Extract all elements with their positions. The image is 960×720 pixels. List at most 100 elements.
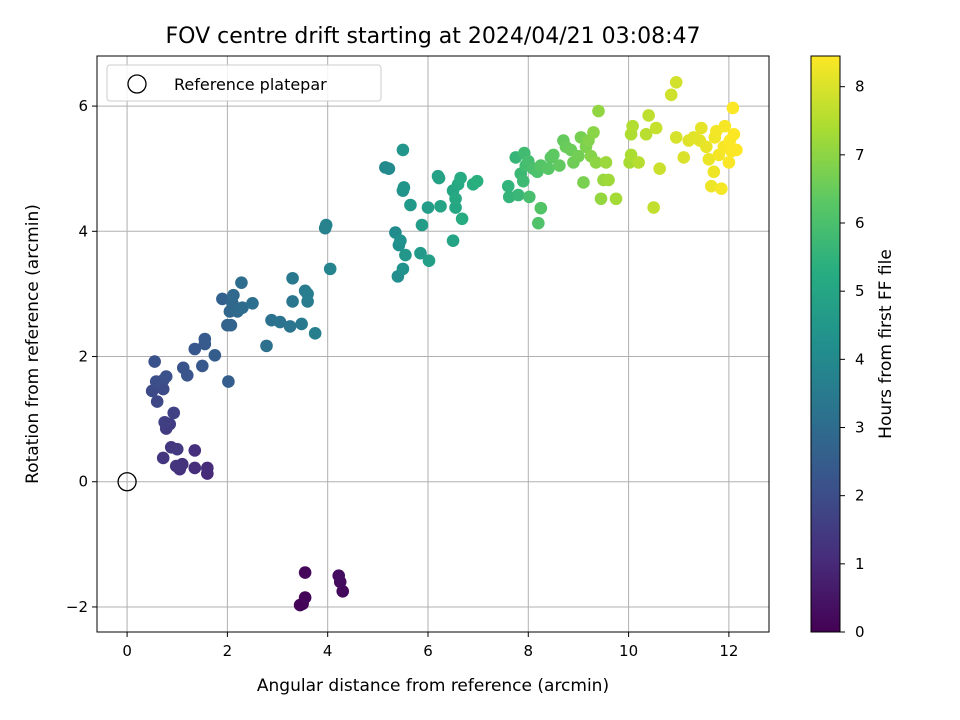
data-point xyxy=(534,201,548,215)
data-point xyxy=(626,119,639,133)
data-point xyxy=(145,384,159,398)
reference-platepar-marker xyxy=(117,472,137,492)
data-point xyxy=(295,317,308,331)
colorbar-tick-label: 7 xyxy=(855,146,865,164)
y-axis-ticks: −2 0 2 4 6 xyxy=(66,97,97,616)
data-point xyxy=(454,171,467,185)
colorbar-frame xyxy=(810,55,841,633)
data-point xyxy=(553,159,566,172)
data-point xyxy=(150,395,164,408)
data-point xyxy=(399,248,412,262)
legend-box xyxy=(106,64,382,102)
data-point xyxy=(707,165,721,179)
data-point xyxy=(198,332,212,346)
data-point xyxy=(572,149,585,163)
data-point xyxy=(677,151,691,164)
data-point xyxy=(308,327,322,340)
plot-frame xyxy=(96,55,770,633)
data-point xyxy=(449,192,462,206)
colorbar-tick-label: 5 xyxy=(855,282,865,300)
data-point xyxy=(396,262,410,276)
data-point xyxy=(188,342,202,356)
data-point xyxy=(639,127,653,141)
data-point xyxy=(301,287,314,301)
data-point xyxy=(700,140,713,154)
data-point xyxy=(382,162,396,175)
colorbar-ticks: 0 1 2 3 4 5 6 7 8 xyxy=(840,78,865,641)
data-point xyxy=(236,301,249,314)
plot-area: 0 2 4 6 8 10 12 −2 0 2 4 6 xyxy=(66,55,770,660)
data-point xyxy=(273,315,287,329)
data-point xyxy=(705,179,718,193)
data-point xyxy=(260,339,273,353)
data-point xyxy=(632,156,645,169)
data-point xyxy=(246,297,259,310)
data-point xyxy=(222,375,235,388)
x-tick-label: 0 xyxy=(122,642,132,660)
data-point xyxy=(547,148,560,162)
data-point xyxy=(694,121,708,135)
data-points xyxy=(145,75,743,612)
data-point xyxy=(470,174,484,188)
data-point xyxy=(501,179,515,193)
x-tick-label: 2 xyxy=(223,642,233,660)
data-point xyxy=(286,271,299,285)
data-point xyxy=(224,318,238,332)
data-point xyxy=(286,295,299,308)
colorbar-tick-label: 6 xyxy=(855,214,865,232)
data-point xyxy=(196,359,209,373)
data-point xyxy=(415,218,429,232)
data-point xyxy=(414,246,427,260)
colorbar-gradient xyxy=(811,56,840,632)
data-point xyxy=(201,461,214,475)
y-tick-label: 2 xyxy=(78,348,88,366)
x-tick-label: 12 xyxy=(719,642,738,660)
data-point xyxy=(602,173,615,187)
y-tick-label: −2 xyxy=(66,598,88,616)
data-point xyxy=(188,461,202,475)
data-point xyxy=(592,104,605,118)
data-point xyxy=(434,199,447,213)
data-point xyxy=(208,348,222,362)
data-point xyxy=(298,591,312,604)
chart-title: FOV centre drift starting at 2024/04/21 … xyxy=(166,24,701,49)
x-axis-label: Angular distance from reference (arcmin) xyxy=(257,676,609,696)
data-point xyxy=(404,198,417,212)
data-point xyxy=(323,262,337,276)
legend-marker-icon xyxy=(127,74,147,94)
data-point xyxy=(188,444,202,457)
data-point xyxy=(532,216,545,230)
data-point xyxy=(149,375,163,388)
data-point xyxy=(216,292,229,306)
x-axis-ticks: 0 2 4 6 8 10 12 xyxy=(122,632,738,660)
x-tick-label: 4 xyxy=(323,642,333,660)
data-point xyxy=(730,143,743,157)
data-point xyxy=(669,131,683,144)
colorbar-label: Hours from first FF file xyxy=(876,249,896,439)
data-point xyxy=(298,566,312,579)
y-tick-label: 6 xyxy=(78,97,88,115)
data-point xyxy=(718,119,732,133)
data-point xyxy=(589,156,603,169)
data-point xyxy=(167,406,181,420)
colorbar-tick-label: 8 xyxy=(855,78,865,96)
data-point xyxy=(455,212,469,226)
data-point xyxy=(594,192,608,206)
x-tick-label: 8 xyxy=(524,642,534,660)
data-point xyxy=(722,156,736,169)
data-point xyxy=(396,143,410,157)
data-point xyxy=(421,201,435,214)
data-point xyxy=(726,101,740,115)
data-point xyxy=(283,320,297,333)
data-point xyxy=(599,156,613,169)
y-axis-label: Rotation from reference (arcmin) xyxy=(23,204,43,484)
data-point xyxy=(397,181,411,194)
data-point xyxy=(647,201,660,214)
data-point xyxy=(702,153,716,166)
data-point xyxy=(587,126,600,139)
legend-label: Reference platepar xyxy=(174,75,327,94)
data-point xyxy=(653,162,666,175)
data-point xyxy=(715,182,728,196)
data-point xyxy=(446,234,460,247)
